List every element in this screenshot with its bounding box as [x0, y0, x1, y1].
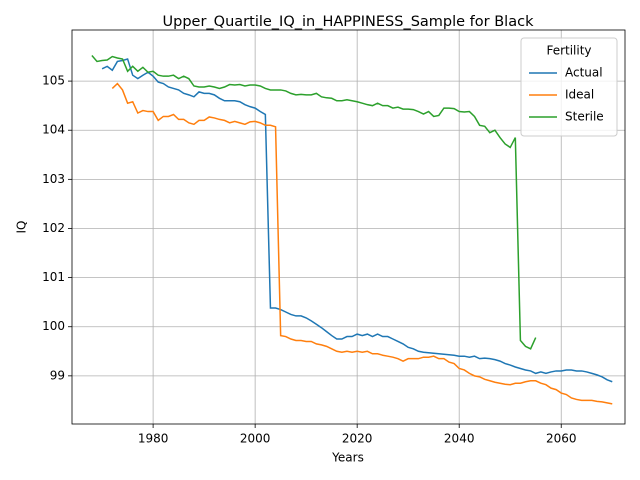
x-tick-label: 2020	[342, 432, 373, 446]
y-axis-label: IQ	[15, 221, 29, 234]
y-tick-label: 104	[42, 123, 65, 137]
x-tick-label: 2000	[240, 432, 271, 446]
x-tick-label: 2040	[444, 432, 475, 446]
x-axis-label: Years	[331, 451, 364, 465]
x-tick-label: 1980	[138, 432, 169, 446]
legend-label: Ideal	[565, 88, 594, 102]
y-tick-label: 105	[42, 74, 65, 88]
legend-label: Actual	[565, 66, 603, 80]
legend-box	[520, 37, 618, 137]
y-tick-label: 101	[42, 270, 65, 284]
legend: Fertility Actual Ideal Sterile	[520, 37, 618, 137]
legend-title: Fertility	[546, 44, 591, 58]
data-line	[111, 82, 613, 405]
legend-label: Sterile	[565, 110, 604, 124]
data-line	[91, 55, 537, 350]
y-tick-label: 99	[50, 368, 65, 382]
chart-title: Upper_Quartile_IQ_in_HAPPINESS_Sample fo…	[163, 14, 535, 30]
y-tick-label: 103	[42, 172, 65, 186]
y-tick-label: 100	[42, 319, 65, 333]
data-line	[101, 58, 613, 383]
plot-frame	[71, 29, 626, 425]
y-tick-label: 102	[42, 221, 65, 235]
x-tick-label: 2060	[546, 432, 577, 446]
